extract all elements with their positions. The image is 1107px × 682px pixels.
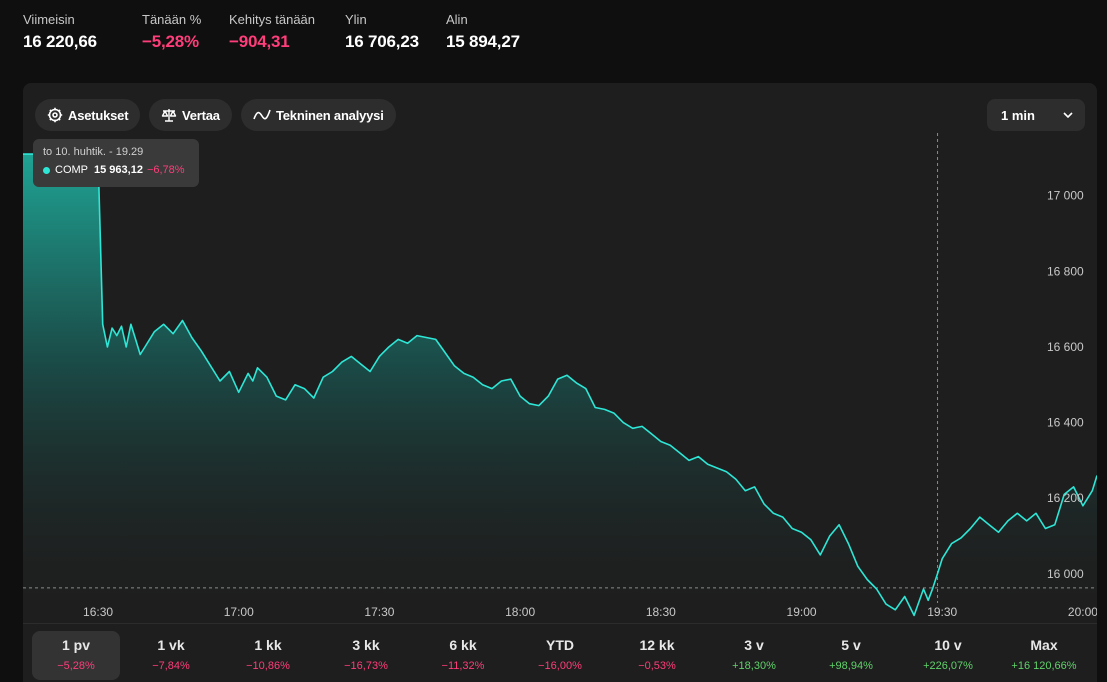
range-change: −16,73% (344, 660, 388, 672)
stat-label: Alin (446, 12, 468, 27)
x-tick-label: 17:00 (224, 605, 254, 619)
range-change: +16 120,66% (1011, 660, 1077, 672)
series-dot-icon (43, 166, 50, 174)
stat-value: −5,28% (142, 32, 199, 51)
range-label: 10 v (934, 637, 962, 653)
stat-today-change: Kehitys tänään −904,31 (229, 12, 315, 52)
range-change: +98,94% (829, 660, 873, 672)
range-ytd[interactable]: YTD −16,00% (516, 631, 604, 680)
stat-value: 16 220,66 (23, 32, 97, 51)
stat-today-percent: Tänään % −5,28% (142, 12, 201, 52)
scale-icon (161, 109, 177, 122)
y-tick-label: 16 800 (1047, 264, 1084, 278)
range-3y[interactable]: 3 v +18,30% (710, 631, 798, 680)
stat-label: Viimeisin (23, 12, 75, 27)
range-1w[interactable]: 1 vk −7,84% (127, 631, 215, 680)
range-change: −5,28% (57, 660, 95, 672)
y-tick-label: 16 200 (1047, 491, 1084, 505)
price-area-fill (23, 154, 1097, 623)
gear-icon (47, 107, 63, 123)
range-3m[interactable]: 3 kk −16,73% (322, 631, 410, 680)
range-label: 1 kk (254, 637, 282, 653)
range-change: −10,86% (246, 660, 290, 672)
range-1d[interactable]: 1 pv −5,28% (32, 631, 120, 680)
range-label: 5 v (841, 637, 861, 653)
interval-value: 1 min (1001, 107, 1035, 123)
range-label: 3 v (744, 637, 764, 653)
y-tick-label: 16 600 (1047, 340, 1084, 354)
x-tick-label: 17:30 (364, 605, 394, 619)
range-label: 3 kk (352, 637, 380, 653)
stat-value: −904,31 (229, 32, 290, 51)
stat-label: Ylin (345, 12, 367, 27)
range-label: 6 kk (449, 637, 477, 653)
range-change: −11,32% (441, 660, 485, 672)
x-tick-label: 18:00 (505, 605, 535, 619)
range-change: +18,30% (732, 660, 776, 672)
stat-label: Kehitys tänään (229, 12, 316, 27)
x-tick-label: 18:30 (646, 605, 676, 619)
x-tick-label: 19:00 (787, 605, 817, 619)
y-tick-label: 16 000 (1047, 567, 1084, 581)
range-label: 1 pv (61, 637, 90, 653)
tooltip-value: 15 963,12 (94, 164, 143, 176)
range-5y[interactable]: 5 v +98,94% (807, 631, 895, 680)
settings-label: Asetukset (68, 107, 129, 123)
range-selector: 1 pv −5,28% 1 vk −7,84% 1 kk −10,86% 3 k… (23, 623, 1097, 682)
range-6m[interactable]: 6 kk −11,32% (419, 631, 507, 680)
trend-line-icon (253, 109, 271, 120)
y-tick-label: 17 000 (1047, 189, 1084, 203)
range-label: Max (1030, 637, 1058, 653)
range-1m[interactable]: 1 kk −10,86% (224, 631, 312, 680)
stat-value: 15 894,27 (446, 32, 520, 51)
compare-label: Vertaa (182, 107, 220, 123)
range-change: −16,00% (538, 660, 582, 672)
interval-select[interactable]: 1 min (987, 99, 1085, 131)
range-change: −7,84% (152, 660, 190, 672)
range-12m[interactable]: 12 kk −0,53% (613, 631, 701, 680)
chevron-down-icon (1063, 112, 1073, 118)
crosshair-tooltip: to 10. huhtik. - 19.29 COMP 15 963,12 −6… (33, 139, 199, 187)
stat-high: Ylin 16 706,23 (345, 12, 419, 52)
stat-value: 16 706,23 (345, 32, 419, 51)
compare-button[interactable]: Vertaa (149, 99, 232, 131)
stat-low: Alin 15 894,27 (446, 12, 520, 52)
stat-last: Viimeisin 16 220,66 (23, 12, 97, 52)
range-change: +226,07% (923, 660, 973, 672)
range-label: 12 kk (639, 637, 675, 653)
range-change: −0,53% (638, 660, 676, 672)
settings-button[interactable]: Asetukset (35, 99, 141, 131)
x-tick-label: 16:30 (83, 605, 113, 619)
range-label: YTD (546, 637, 574, 653)
price-chart[interactable]: 17 000 16 800 16 600 16 400 16 200 16 000 16:3… (23, 83, 1097, 623)
x-tick-label: 20:00 (1068, 605, 1097, 619)
stat-label: Tänään % (142, 12, 202, 27)
range-10y[interactable]: 10 v +226,07% (904, 631, 992, 680)
quote-stats: Viimeisin 16 220,66 Tänään % −5,28% Kehi… (0, 0, 1107, 70)
tooltip-symbol: COMP (55, 164, 88, 176)
tooltip-date: to 10. huhtik. - 19.29 (43, 146, 144, 158)
y-tick-label: 16 400 (1047, 416, 1084, 430)
chart-panel: 17 000 16 800 16 600 16 400 16 200 16 000 16:3… (23, 83, 1097, 682)
x-tick-label: 19:30 (927, 605, 957, 619)
technical-analysis-button[interactable]: Tekninen analyysi (241, 99, 396, 131)
price-line (23, 153, 1097, 617)
range-max[interactable]: Max +16 120,66% (1000, 631, 1088, 680)
technical-analysis-label: Tekninen analyysi (276, 107, 384, 123)
range-label: 1 vk (157, 637, 185, 653)
tooltip-change: −6,78% (146, 164, 185, 176)
